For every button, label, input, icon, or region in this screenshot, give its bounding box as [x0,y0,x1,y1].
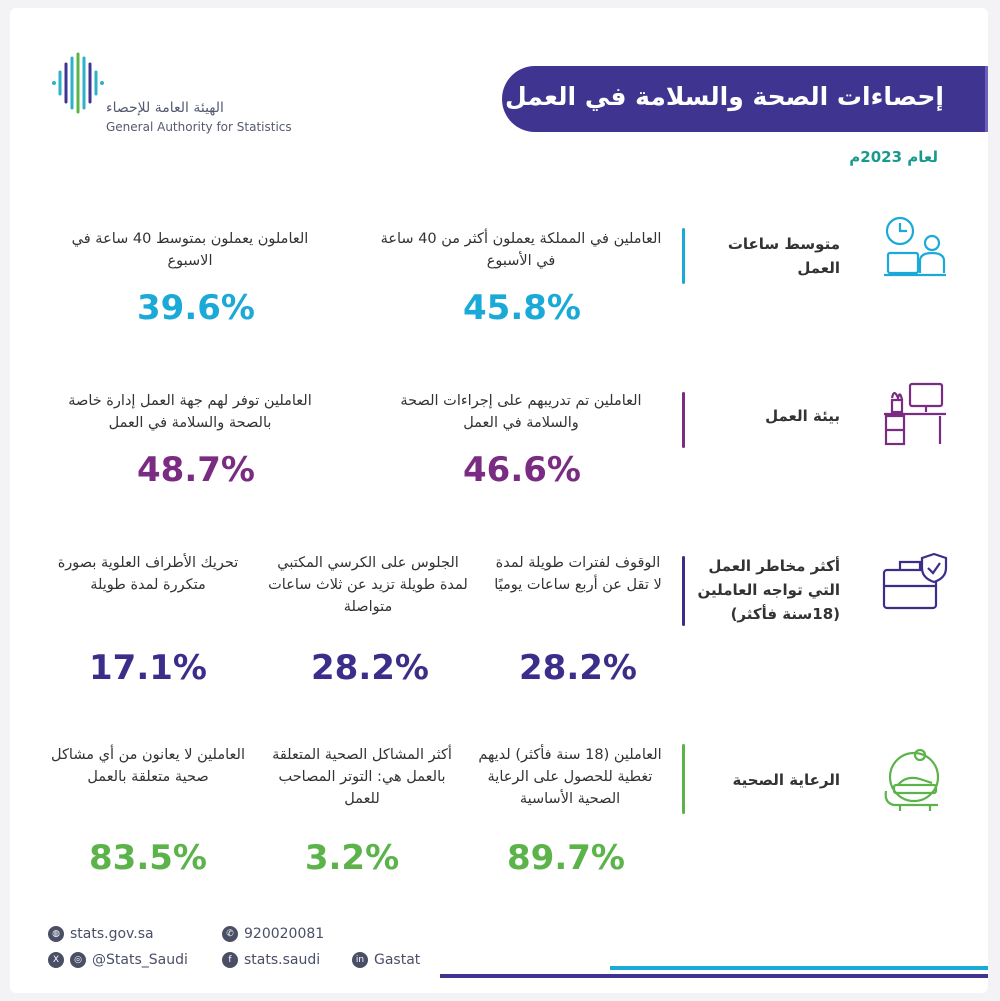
logo-arabic-name: الهيئة العامة للإحصاء [106,100,224,116]
section-label-working-hours: متوسط ساعات العمل [727,235,840,277]
section-label-work-hazards: أكثر مخاطر العمل التي تواجه العاملين (18… [697,557,840,623]
healthcare-bed-icon [884,748,940,811]
stat-text-safety-training: العاملين تم تدريبهم على إجراءات الصحة وا… [400,393,642,431]
facebook-handle[interactable]: stats.saudi [244,952,321,968]
footer-social[interactable]: X ◎ @Stats_Saudi [48,952,188,968]
linkedin-handle[interactable]: Gastat [374,952,421,968]
stat-text-safety-department: العاملين توفر لهم جهة العمل إدارة خاصة ب… [68,393,312,431]
website-link[interactable]: stats.gov.sa [70,926,154,942]
phone-icon: ✆ [222,926,238,942]
section-divider [682,556,685,626]
page-title: إحصاءات الصحة والسلامة في العمل [504,82,944,111]
stat-value-over-40h: 45.8% [463,288,581,328]
office-desk-icon [884,382,946,446]
footer-facebook[interactable]: f stats.saudi [222,952,320,968]
stat-value-no-health-issues: 83.5% [89,838,207,878]
stat-text-over-40h: العاملين في المملكة يعملون أكثر من 40 سا… [380,231,662,269]
clock-worker-icon [884,216,946,277]
stat-value-safety-training: 46.6% [463,450,581,490]
year-label: لعام 2023م [849,148,938,166]
footer-accent-line-purple [440,974,988,978]
facebook-icon: f [222,952,238,968]
stat-text-sitting: الجلوس على الكرسي المكتبي لمدة طويلة تزي… [268,555,468,615]
footer-accent-line-blue [610,966,988,970]
globe-icon: ◍ [48,926,64,942]
stat-value-safety-department: 48.7% [137,450,255,490]
section-divider [682,744,685,814]
stat-text-no-health-issues: العاملين لا يعانون من أي مشاكل صحية متعل… [51,747,245,785]
footer-phone[interactable]: ✆ 920020081 [222,926,324,942]
stat-value-standing: 28.2% [519,648,637,688]
stat-value-healthcare-coverage: 89.7% [507,838,625,878]
section-label-healthcare: الرعاية الصحية [732,771,840,789]
x-twitter-icon: X [48,952,64,968]
stat-text-healthcare-coverage: العاملين (18 سنة فأكثر) لديهم تغطية للحص… [478,747,662,807]
stat-value-sitting: 28.2% [311,648,429,688]
social-handle[interactable]: @Stats_Saudi [92,952,188,968]
footer-website[interactable]: ◍ stats.gov.sa [48,926,154,942]
stat-text-avg-40h: العاملون يعملون بمتوسط 40 ساعة في الاسبو… [71,231,309,269]
gastat-logo-icon [52,52,104,114]
linkedin-icon: in [352,952,368,968]
title-banner [502,66,988,132]
stat-value-work-stress: 3.2% [304,838,400,878]
briefcase-shield-icon [882,552,948,610]
infographic-card: الهيئة العامة للإحصاء General Authority … [10,8,988,993]
stat-text-standing: الوقوف لفترات طويلة لمدة لا تقل عن أربع … [494,555,662,593]
stat-value-upper-limbs: 17.1% [89,648,207,688]
section-divider [682,392,685,448]
section-divider [682,228,685,284]
footer-linkedin[interactable]: in Gastat [352,952,420,968]
stat-value-avg-40h: 39.6% [137,288,255,328]
section-label-work-environment: بيئة العمل [765,407,840,425]
stat-text-work-stress: أكثر المشاكل الصحية المتعلقة بالعمل هي: … [272,747,452,807]
stat-text-upper-limbs: تحريك الأطراف العلوية بصورة متكررة لمدة … [57,555,239,593]
phone-number[interactable]: 920020081 [244,926,325,942]
instagram-icon: ◎ [70,952,86,968]
logo-english-name: General Authority for Statistics [106,120,292,134]
